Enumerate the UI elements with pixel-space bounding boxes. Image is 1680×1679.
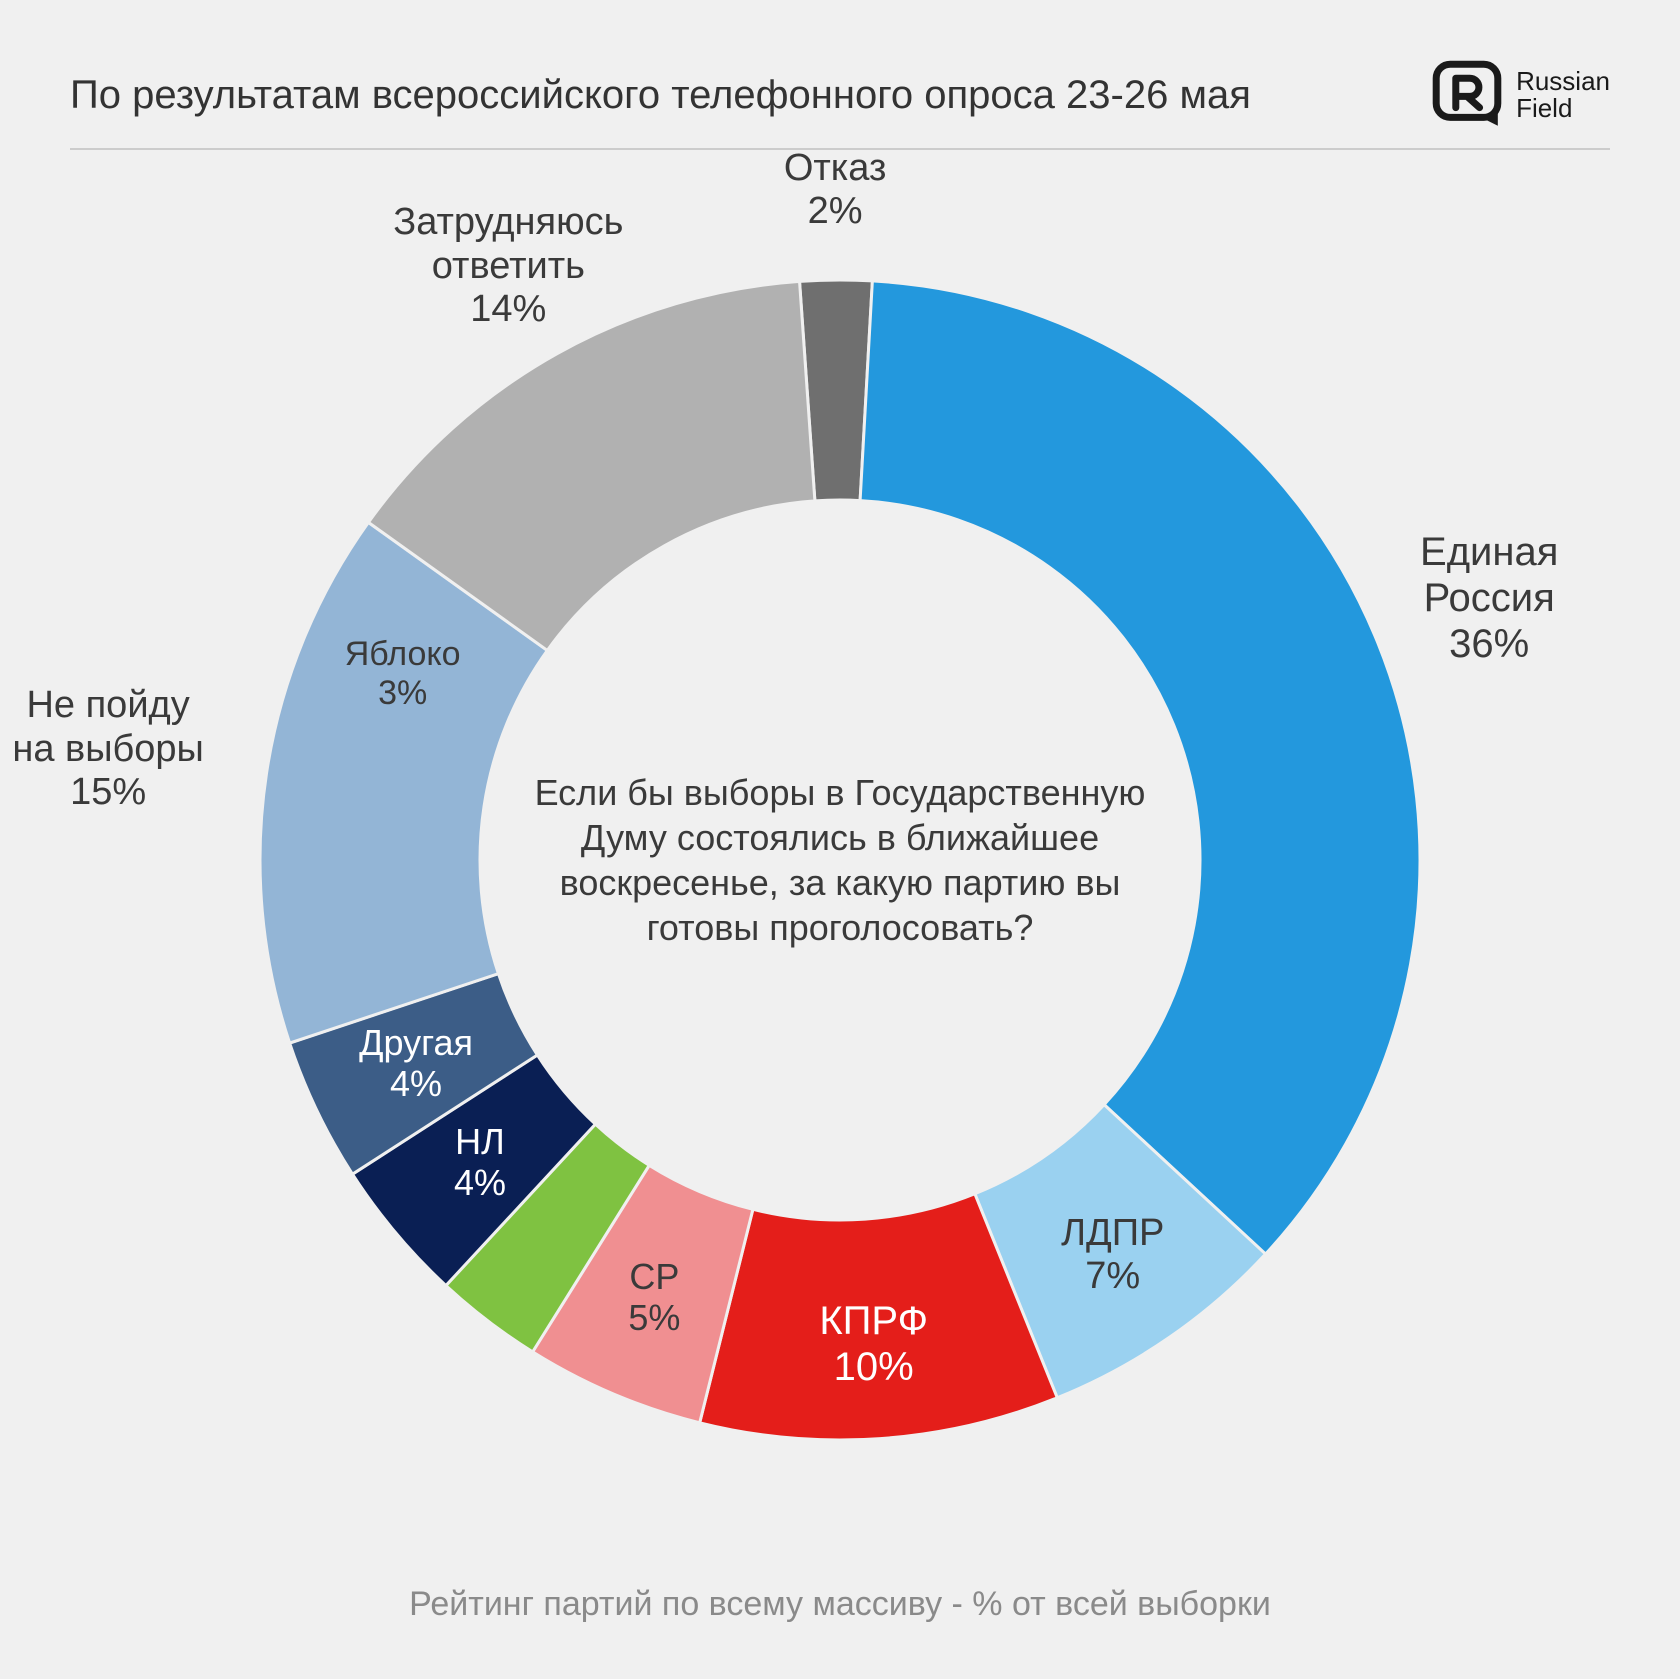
donut-chart-area: Если бы выборы в Государственную Думу со… xyxy=(70,150,1610,1570)
footer-caption: Рейтинг партий по всему массиву - % от в… xyxy=(0,1585,1680,1624)
brand-logo-icon xyxy=(1432,60,1502,130)
chart-container: По результатам всероссийского телефонног… xyxy=(0,0,1680,1679)
brand-logo: Russian Field xyxy=(1432,60,1610,130)
brand-logo-text: Russian Field xyxy=(1516,68,1610,123)
center-question: Если бы выборы в Государственную Думу со… xyxy=(520,770,1160,950)
center-question-wrap: Если бы выборы в Государственную Думу со… xyxy=(520,770,1160,950)
header-title: По результатам всероссийского телефонног… xyxy=(70,73,1251,118)
header: По результатам всероссийского телефонног… xyxy=(70,60,1610,150)
donut-slice xyxy=(860,281,1420,1254)
brand-line2: Field xyxy=(1516,93,1572,123)
brand-line1: Russian xyxy=(1516,66,1610,96)
